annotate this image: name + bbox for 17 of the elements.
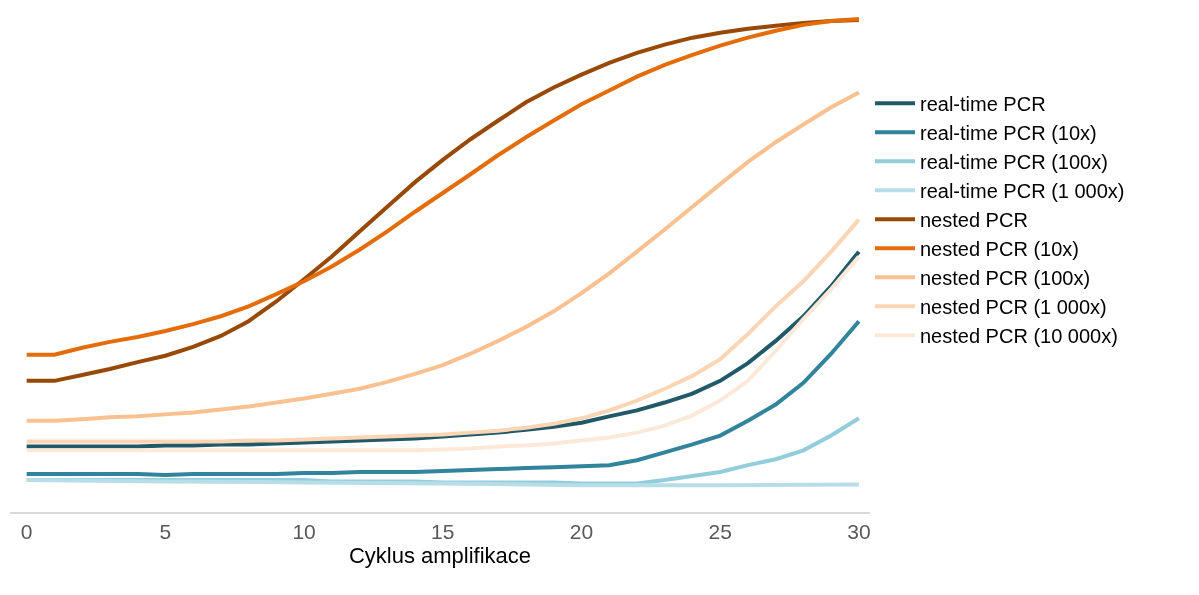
legend-label: real-time PCR (10x) — [920, 122, 1097, 145]
x-tick-label: 25 — [708, 519, 732, 543]
legend-label: real-time PCR (100x) — [920, 151, 1108, 174]
x-tick-label: 20 — [569, 519, 594, 543]
legend-label: nested PCR (100x) — [920, 267, 1091, 290]
x-tick-label: 30 — [847, 519, 871, 543]
x-tick-label: 10 — [292, 519, 316, 543]
x-tick-label: 5 — [159, 519, 172, 543]
legend-label: nested PCR (10 000x) — [920, 325, 1118, 348]
legend-label: nested PCR (10x) — [920, 238, 1079, 261]
legend-label: nested PCR — [920, 209, 1028, 232]
legend-label: nested PCR (1 000x) — [920, 296, 1107, 319]
legend-label: real-time PCR — [920, 93, 1046, 116]
x-tick-label: 15 — [431, 519, 455, 543]
legend-label: real-time PCR (1 000x) — [920, 180, 1125, 203]
x-axis-title: Cyklus amplifikace — [348, 543, 532, 569]
x-tick-label: 0 — [20, 519, 33, 543]
